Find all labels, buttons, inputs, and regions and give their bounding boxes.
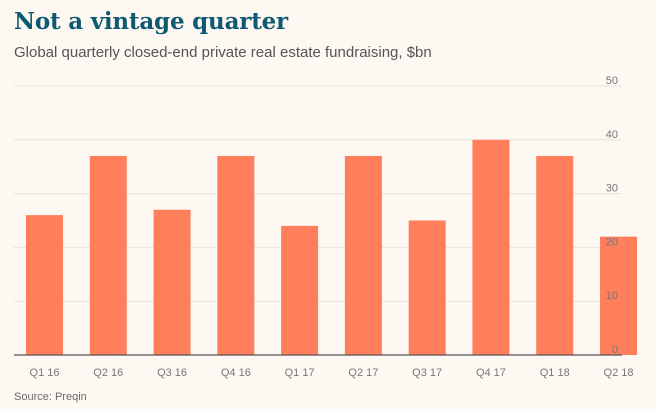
y-tick-label: 0 xyxy=(612,344,618,356)
bar-q4-17 xyxy=(472,139,510,355)
x-tick-label: Q3 16 xyxy=(157,367,187,379)
bar-q1-16 xyxy=(26,215,63,355)
x-tick-label: Q1 18 xyxy=(540,367,570,379)
y-tick-labels: 0 10 20 30 40 50 xyxy=(606,75,618,356)
bar-q2-17 xyxy=(344,155,382,355)
bar-q2-18 xyxy=(600,236,637,355)
x-tick-label: Q4 16 xyxy=(221,367,251,379)
y-tick-label: 40 xyxy=(606,129,618,141)
bar-q2-16 xyxy=(89,155,127,355)
bar-q3-16 xyxy=(153,209,191,355)
source-note: Source: Preqin xyxy=(14,391,87,403)
chart-title: Not a vintage quarter xyxy=(14,8,288,35)
bars xyxy=(26,139,637,355)
y-tick-label: 20 xyxy=(606,236,618,248)
bar-q1-18 xyxy=(536,155,574,355)
x-tick-label: Q2 18 xyxy=(604,367,634,379)
x-tick-labels: Q1 16 Q2 16 Q3 16 Q4 16 Q1 17 Q2 17 Q3 17 Q4 17… xyxy=(30,367,634,379)
x-tick-label: Q4 17 xyxy=(476,367,506,379)
x-tick-label: Q1 16 xyxy=(30,367,60,379)
bar-q1-17 xyxy=(281,225,319,355)
y-tick-label: 50 xyxy=(606,75,618,87)
y-tick-label: 10 xyxy=(606,290,618,302)
chart-subtitle: Global quarterly closed-end private real… xyxy=(14,44,432,61)
bar-q3-17 xyxy=(408,220,446,355)
x-tick-label: Q1 17 xyxy=(285,367,315,379)
y-tick-label: 30 xyxy=(606,183,618,195)
bar-q4-16 xyxy=(217,155,255,355)
x-tick-label: Q2 16 xyxy=(93,367,123,379)
x-tick-label: Q3 17 xyxy=(412,367,442,379)
x-tick-label: Q2 17 xyxy=(348,367,378,379)
